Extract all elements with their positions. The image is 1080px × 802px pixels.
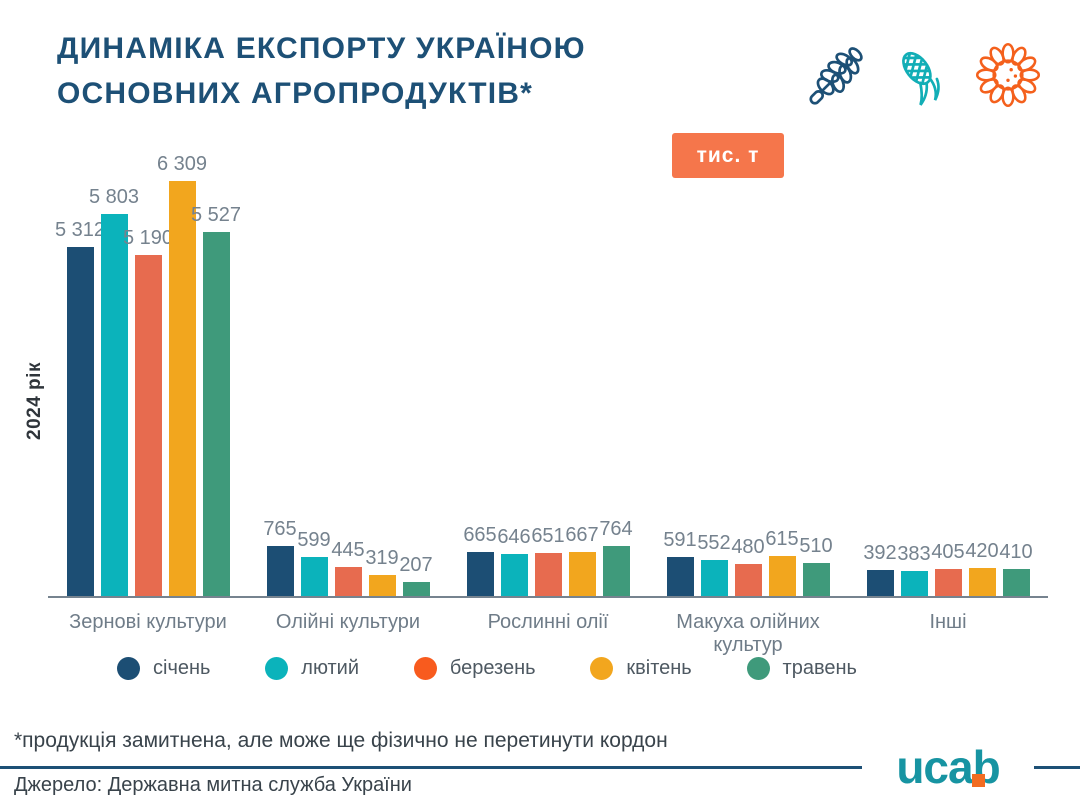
bar-value-label: 6 309 bbox=[156, 153, 208, 175]
bar-value-label: 5 190 bbox=[122, 226, 174, 249]
year-label: 2024 рік bbox=[24, 362, 45, 440]
bar-травень: 207 bbox=[399, 554, 433, 596]
page-title-line1: ДИНАМІКА ЕКСПОРТУ УКРАЇНОЮ bbox=[57, 32, 586, 65]
legend-item-квітень: квітень bbox=[590, 657, 692, 680]
legend-item-травень: травень bbox=[746, 657, 857, 680]
bar-травень: 510 bbox=[799, 535, 833, 596]
legend-item-березень: березень bbox=[413, 657, 536, 680]
legend-label: квітень bbox=[626, 657, 692, 679]
logo-orange-square-icon bbox=[972, 774, 986, 787]
bar-value-label: 5 803 bbox=[88, 186, 140, 209]
bar-group: 591 552 480 615 510 bbox=[648, 528, 848, 596]
category-label: Зернові культури bbox=[69, 611, 227, 633]
bar-value-label: 445 bbox=[331, 538, 365, 561]
bar-value-label: 591 bbox=[663, 529, 697, 552]
bar-value-label: 383 bbox=[897, 542, 931, 565]
bar-березень: 480 bbox=[731, 536, 765, 596]
corn-icon bbox=[898, 48, 940, 106]
bar-value-label: 319 bbox=[365, 547, 399, 569]
bar-січень: 392 bbox=[863, 542, 897, 596]
legend-dot-icon bbox=[265, 657, 289, 680]
bar-chart: 5 312 5 803 5 190 6 309 5 527 765 599 445 319 207… bbox=[48, 150, 1048, 598]
bar-value-label: 599 bbox=[297, 528, 331, 551]
legend-item-січень: січень bbox=[117, 657, 210, 680]
bar-value-label: 646 bbox=[497, 525, 531, 548]
page-title-line2: ОСНОВНИХ АГРОПРОДУКТІВ* bbox=[57, 77, 534, 110]
bar-травень: 5 527 bbox=[191, 204, 241, 596]
bar-січень: 765 bbox=[263, 518, 297, 596]
bar-лютий: 383 bbox=[897, 543, 931, 596]
bar-value-label: 651 bbox=[531, 525, 565, 548]
category-label: Олійні культури bbox=[275, 611, 421, 633]
bar-березень: 651 bbox=[531, 525, 565, 596]
bar-value-label: 480 bbox=[731, 536, 765, 559]
bar-березень: 5 190 bbox=[123, 227, 173, 596]
bar-value-label: 764 bbox=[599, 517, 633, 540]
bar-group: 665 646 651 667 764 bbox=[448, 518, 648, 596]
legend-label: березень bbox=[449, 657, 536, 679]
bar-value-label: 405 bbox=[931, 541, 965, 564]
bar-січень: 665 bbox=[463, 524, 497, 596]
legend-dot-icon bbox=[117, 657, 140, 680]
bar-квітень: 615 bbox=[765, 528, 799, 596]
legend-item-лютий: лютий bbox=[265, 657, 359, 680]
bar-лютий: 5 803 bbox=[89, 186, 139, 596]
bar-value-label: 665 bbox=[463, 524, 497, 547]
bar-квітень: 420 bbox=[965, 540, 999, 596]
bar-травень: 410 bbox=[999, 541, 1033, 596]
sunflower-icon bbox=[975, 42, 1041, 108]
bar-value-label: 765 bbox=[263, 517, 297, 540]
bar-value-label: 5 527 bbox=[190, 204, 242, 227]
bar-березень: 405 bbox=[931, 541, 965, 596]
bar-лютий: 646 bbox=[497, 526, 531, 596]
bar-group: 5 312 5 803 5 190 6 309 5 527 bbox=[48, 153, 248, 596]
legend-label: січень bbox=[153, 657, 211, 679]
bar-value-label: 667 bbox=[565, 524, 599, 547]
bar-січень: 591 bbox=[663, 529, 697, 596]
category-label: Інші bbox=[929, 611, 967, 633]
bar-value-label: 207 bbox=[399, 554, 433, 577]
footer-divider bbox=[0, 766, 1080, 769]
bar-value-label: 420 bbox=[965, 540, 999, 563]
legend-dot-icon bbox=[413, 657, 437, 680]
bar-березень: 445 bbox=[331, 539, 365, 596]
bar-value-label: 5 312 bbox=[54, 218, 106, 241]
bar-value-label: 410 bbox=[999, 541, 1033, 563]
bar-травень: 764 bbox=[599, 518, 633, 596]
bar-value-label: 392 bbox=[863, 542, 897, 565]
bar-квітень: 319 bbox=[365, 547, 399, 596]
bar-квітень: 667 bbox=[565, 524, 599, 596]
source-note: Джерело: Державна митна служба України bbox=[14, 774, 412, 796]
bar-квітень: 6 309 bbox=[157, 153, 207, 596]
category-label: Макуха олійних культур bbox=[676, 611, 820, 656]
legend-dot-icon bbox=[590, 657, 614, 680]
bar-value-label: 615 bbox=[765, 527, 799, 550]
ucab-logo: ucab bbox=[896, 744, 1000, 790]
page-title: ДИНАМІКА ЕКСПОРТУ УКРАЇНОЮ ОСНОВНИХ АГРО… bbox=[57, 26, 586, 116]
footnote: *продукція замитнена, але може ще фізичн… bbox=[14, 729, 668, 752]
legend-dot-icon bbox=[746, 657, 770, 680]
category-label: Рослинні олії bbox=[487, 611, 609, 633]
header-icons bbox=[804, 40, 1044, 110]
wheat-icon bbox=[809, 47, 863, 105]
legend-label: лютий bbox=[301, 657, 360, 679]
bar-value-label: 510 bbox=[799, 534, 833, 557]
logo-container: ucab bbox=[862, 736, 1034, 798]
bar-січень: 5 312 bbox=[55, 219, 105, 596]
category-labels: Зернові культури Олійні культури Рослинні … bbox=[48, 611, 1048, 657]
bar-group: 392 383 405 420 410 bbox=[848, 540, 1048, 596]
bar-value-label: 552 bbox=[697, 531, 731, 554]
bar-group: 765 599 445 319 207 bbox=[248, 518, 448, 596]
unit-badge: тис. т bbox=[672, 133, 784, 178]
bar-лютий: 599 bbox=[297, 529, 331, 596]
bar-лютий: 552 bbox=[697, 532, 731, 596]
legend-label: травень bbox=[782, 657, 857, 679]
chart-legend: січень лютий березень квітень травень bbox=[117, 657, 857, 680]
